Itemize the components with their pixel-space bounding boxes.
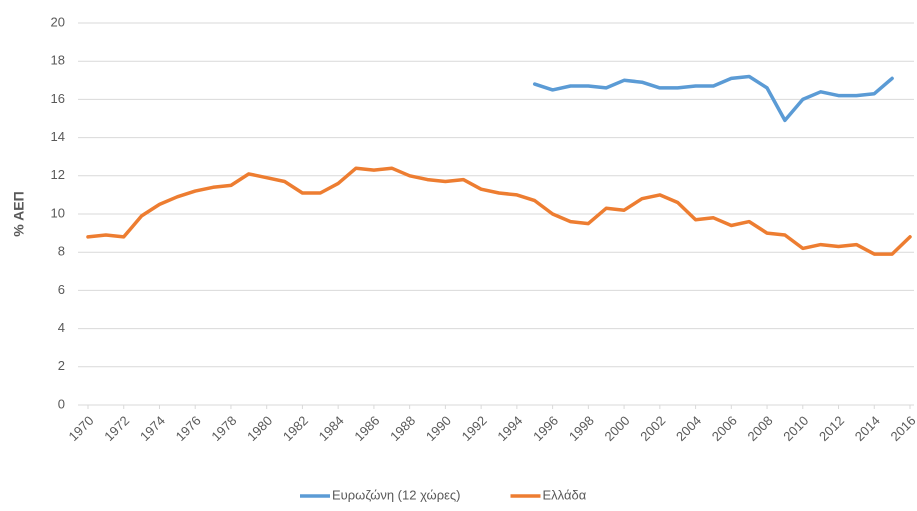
x-tick-label: 2006 xyxy=(709,413,740,444)
x-tick-label: 1972 xyxy=(101,413,132,444)
y-tick-label: 0 xyxy=(58,396,65,411)
x-tick-label: 2014 xyxy=(852,413,883,444)
y-axis-label: % ΑΕΠ xyxy=(11,191,27,236)
line-series xyxy=(86,166,912,256)
x-tick-label: 1992 xyxy=(459,413,490,444)
y-tick-label: 12 xyxy=(51,167,65,182)
x-tick-label: 1982 xyxy=(280,413,311,444)
x-tick-label: 1990 xyxy=(423,413,454,444)
y-tick-label: 20 xyxy=(51,14,65,29)
line-series xyxy=(532,74,894,123)
x-tick-label: 1978 xyxy=(208,413,239,444)
x-tick-label: 2010 xyxy=(780,413,811,444)
x-tick-label: 1994 xyxy=(494,413,525,444)
x-tick-label: 1976 xyxy=(173,413,204,444)
x-tick-label: 2008 xyxy=(745,413,776,444)
legend-label: Ελλάδα xyxy=(543,487,587,502)
legend-label: Ευρωζώνη (12 χώρες) xyxy=(332,487,461,502)
x-tick-label: 1988 xyxy=(387,413,418,444)
x-tick-label: 2000 xyxy=(602,413,633,444)
x-tick-label: 1986 xyxy=(351,413,382,444)
y-tick-label: 2 xyxy=(58,358,65,373)
y-tick-label: 8 xyxy=(58,244,65,259)
x-tick-label: 2016 xyxy=(887,413,917,444)
x-tick-label: 2004 xyxy=(673,413,704,444)
x-tick-label: 1996 xyxy=(530,413,561,444)
y-tick-label: 18 xyxy=(51,53,65,68)
x-tick-label: 1974 xyxy=(137,413,168,444)
y-tick-label: 6 xyxy=(58,282,65,297)
x-tick-label: 1984 xyxy=(316,413,347,444)
y-tick-label: 14 xyxy=(51,129,65,144)
x-tick-label: 1980 xyxy=(244,413,275,444)
x-tick-label: 2002 xyxy=(637,413,668,444)
x-tick-label: 1998 xyxy=(566,413,597,444)
y-tick-label: 16 xyxy=(51,91,65,106)
x-tick-label: 1970 xyxy=(65,413,96,444)
y-tick-label: 4 xyxy=(58,320,65,335)
y-tick-label: 10 xyxy=(51,205,65,220)
x-tick-label: 2012 xyxy=(816,413,847,444)
